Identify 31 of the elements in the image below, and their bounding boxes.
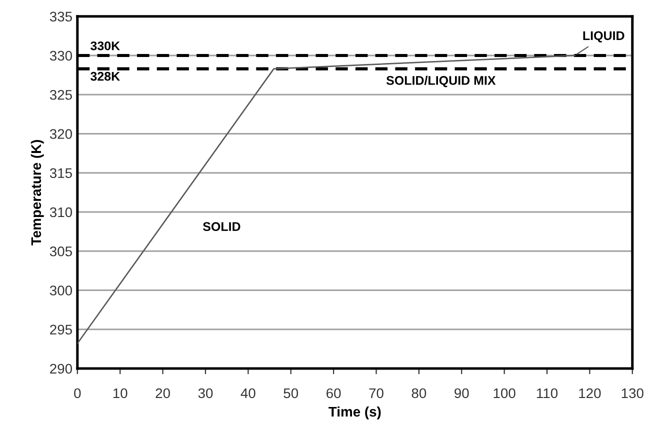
y-axis-title: Temperature (K) — [30, 140, 44, 246]
y-tick-label: 325 — [50, 90, 72, 100]
x-tick-label: 40 — [240, 388, 256, 398]
x-tick-label: 30 — [198, 388, 213, 398]
x-tick-label: 60 — [326, 388, 341, 398]
x-tick-label: 0 — [74, 388, 81, 398]
y-tick-label: 305 — [50, 246, 72, 256]
ref-line-label: 330K — [90, 41, 120, 50]
x-tick-label: 120 — [579, 388, 601, 398]
x-axis-title: Time (s) — [328, 406, 381, 420]
x-tick-label: 90 — [454, 388, 469, 398]
y-tick-label: 320 — [50, 129, 72, 139]
x-tick-label: 130 — [622, 388, 644, 398]
y-tick-label: 310 — [50, 207, 72, 218]
ref-line-label: 328K — [90, 72, 120, 81]
y-tick-label: 295 — [50, 324, 72, 335]
y-tick-label: 315 — [50, 168, 72, 178]
x-tick-label: 10 — [113, 388, 128, 398]
x-tick-label: 100 — [494, 388, 516, 398]
y-tick-label: 330 — [50, 50, 72, 61]
y-tick-label: 300 — [50, 286, 72, 296]
annotation: LIQUID — [583, 31, 624, 42]
x-tick-label: 110 — [536, 388, 558, 398]
annotation: SOLID/LIQUID MIX — [386, 76, 496, 88]
x-tick-label: 50 — [284, 388, 298, 398]
x-tick-label: 20 — [156, 388, 170, 398]
x-tick-label: 70 — [369, 388, 384, 398]
annotation: SOLID — [202, 222, 240, 232]
y-tick-label: 290 — [50, 364, 72, 374]
x-tick-label: 80 — [412, 388, 426, 398]
y-tick-label: 335 — [50, 12, 72, 22]
